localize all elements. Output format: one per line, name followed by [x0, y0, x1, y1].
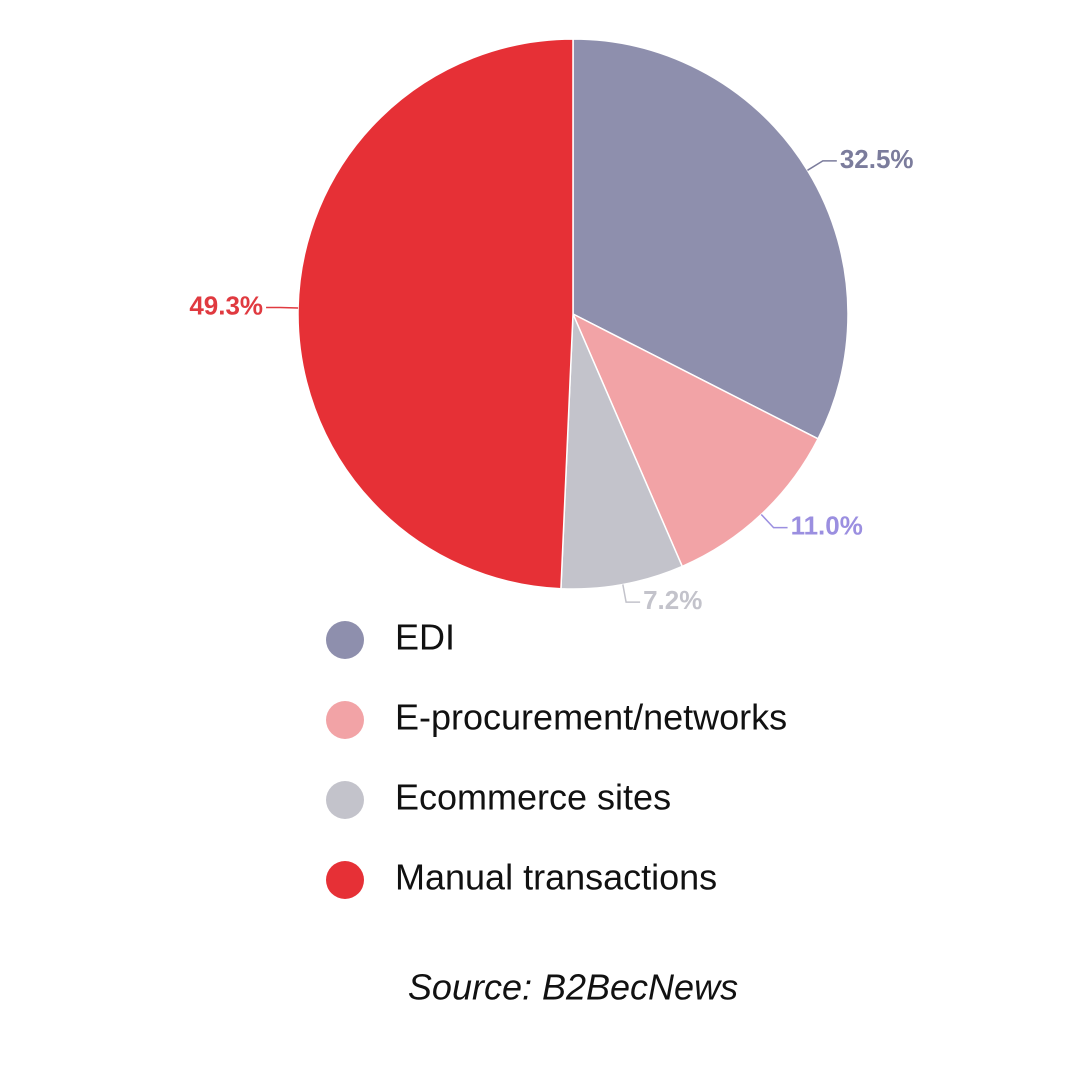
legend-label: EDI: [395, 617, 455, 658]
legend-label: E-procurement/networks: [395, 697, 787, 738]
legend-swatch: [326, 861, 364, 899]
value-label: 7.2%: [643, 585, 702, 615]
legend-swatch: [326, 621, 364, 659]
leader-line: [622, 584, 641, 603]
labels: 32.5% 11.0% 7.2% 49.3%: [189, 144, 913, 615]
legend: EDI E-procurement/networks Ecommerce sites…: [326, 617, 787, 899]
pie: [297, 38, 849, 590]
leader-line: [807, 160, 837, 171]
legend-label: Manual transactions: [395, 857, 717, 898]
legend-label: Ecommerce sites: [395, 777, 671, 818]
leader-line: [760, 513, 788, 529]
source: Source: B2BecNews: [408, 967, 738, 1008]
legend-swatch: [326, 701, 364, 739]
value-label: 32.5%: [840, 144, 914, 174]
value-label: 11.0%: [791, 510, 863, 540]
legend-swatch: [326, 781, 364, 819]
value-label: 49.3%: [189, 290, 263, 320]
pie-slice: [572, 38, 849, 440]
pie-slice: [297, 38, 574, 590]
